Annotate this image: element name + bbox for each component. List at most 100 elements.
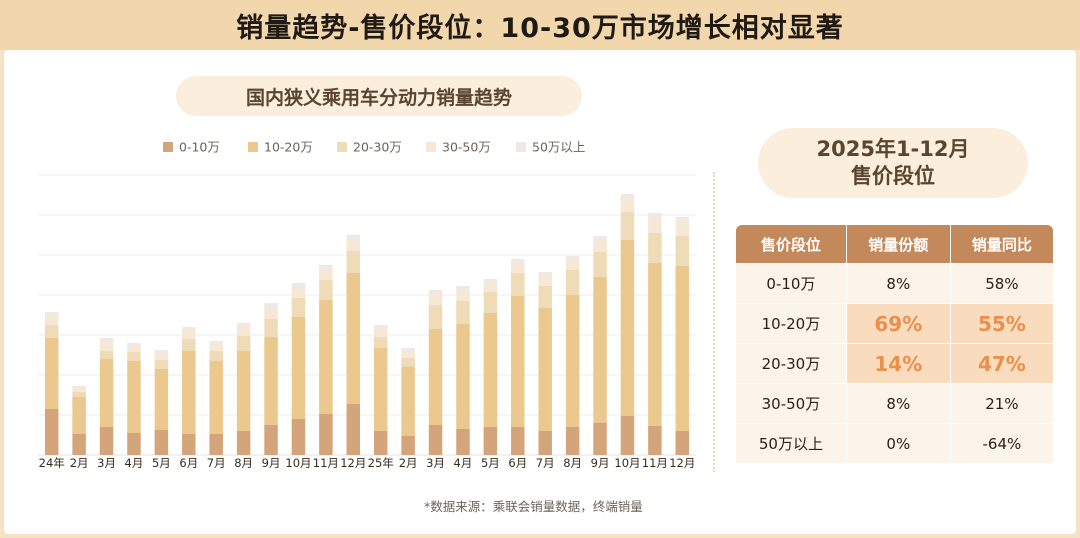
legend-swatch <box>516 142 526 152</box>
bar-segment <box>483 313 498 427</box>
bar-segment <box>72 397 86 434</box>
table-cell: 30-50万 <box>736 383 847 423</box>
bar-segment <box>428 305 443 329</box>
table-row: 0-10万 8% 58% <box>736 263 1053 303</box>
x-tick-label: 8月 <box>563 456 582 470</box>
bar-segment <box>182 434 196 455</box>
bar-segment <box>44 338 59 409</box>
bar-segment <box>236 351 251 431</box>
bar-segment <box>209 344 223 351</box>
bar-segment <box>182 327 196 330</box>
bar-segment <box>483 292 498 313</box>
x-tick-label: 8月 <box>234 456 253 470</box>
table-cell: 8% <box>846 263 951 303</box>
bar-segment <box>346 235 361 239</box>
bar-segment <box>620 416 635 455</box>
bar-segment <box>346 251 361 273</box>
bar-segment <box>236 323 251 326</box>
bar-segment <box>401 351 415 358</box>
x-tick-label: 10月 <box>614 456 640 470</box>
x-tick-label: 6月 <box>179 456 198 470</box>
x-tick-label: 4月 <box>454 456 473 470</box>
table-cell: 0-10万 <box>736 263 847 303</box>
price-segment-table: 售价段位 销量份额 销量同比 0-10万 8% 58% 10-20万 69% 5… <box>736 225 1053 463</box>
table-cell: -64% <box>950 423 1053 463</box>
bar-segment <box>319 265 333 269</box>
table-cell-highlight: 55% <box>950 303 1053 343</box>
bar-segment <box>511 427 525 455</box>
bar-segment <box>511 273 525 296</box>
bar-segment <box>236 336 251 351</box>
page-title: 销量趋势-售价段位：10-30万市场增长相对显著 <box>236 12 844 44</box>
bar-segment <box>565 427 580 455</box>
bar-segment <box>401 367 415 436</box>
x-tick-label: 2月 <box>70 456 89 470</box>
x-tick-label: 12月 <box>669 456 695 470</box>
bar-segment <box>154 360 169 369</box>
bar-segment <box>401 436 415 455</box>
bar-segment <box>648 426 662 455</box>
table-cell-highlight: 47% <box>950 343 1053 383</box>
bar-segment <box>154 369 169 430</box>
bar-segment <box>538 431 552 455</box>
bar-segment <box>675 266 690 431</box>
bar-segment <box>648 218 662 233</box>
dotted-divider <box>713 172 715 472</box>
x-tick-label: 2月 <box>399 456 418 470</box>
x-tick-label: 4月 <box>125 456 144 470</box>
bar-segment <box>456 324 470 429</box>
bar-segment <box>620 212 635 240</box>
bar-segment <box>620 198 635 212</box>
bar-segment <box>538 286 552 308</box>
x-tick-label: 5月 <box>152 456 171 470</box>
legend-label: 0-10万 <box>179 140 220 155</box>
bar-segment <box>401 358 415 367</box>
bar-segment <box>236 431 251 455</box>
table-row: 10-20万 69% 55% <box>736 303 1053 343</box>
bar-segment <box>291 298 306 317</box>
bar-segment <box>72 386 86 388</box>
bar-segment <box>675 217 690 222</box>
bar-segment <box>456 290 470 301</box>
table-cell: 21% <box>950 383 1053 423</box>
table-header-row: 售价段位 销量份额 销量同比 <box>736 225 1053 263</box>
bar-segment <box>346 273 361 404</box>
bar-segment <box>565 295 580 427</box>
table-row: 30-50万 8% 21% <box>736 383 1053 423</box>
bar-segment <box>675 222 690 236</box>
bar-segment <box>620 240 635 416</box>
x-tick-label: 9月 <box>262 456 281 470</box>
data-source-note: *数据来源：乘联会销量数据，终端销量 <box>424 499 643 514</box>
bar-segment <box>483 279 498 283</box>
bar-segment <box>154 353 169 360</box>
bar-segment <box>538 308 552 431</box>
bar-segment <box>154 430 169 455</box>
bar-segment <box>209 341 223 344</box>
bar-segment <box>127 346 141 352</box>
bar-segment <box>511 296 525 427</box>
bar-segment <box>620 194 635 198</box>
x-tick-label: 24年 <box>39 456 65 470</box>
table-cell-highlight: 69% <box>846 303 951 343</box>
bar-segment <box>648 213 662 218</box>
table-cell: 20-30万 <box>736 343 847 383</box>
stacked-bar-chart: 0-10万 10-20万 20-30万 30-50万 50万以上 24年 2月 3月 4月 5月 6… <box>38 140 696 470</box>
bar-segment <box>182 339 196 351</box>
bar-segment <box>456 286 470 290</box>
legend-swatch <box>163 142 173 152</box>
bar-segment <box>428 290 443 294</box>
table-cell: 0% <box>846 423 951 463</box>
bar-segment <box>291 283 306 287</box>
bar-segment <box>675 236 690 266</box>
bar-segment <box>428 294 443 305</box>
bar-segment <box>182 351 196 434</box>
x-tick-label: 12月 <box>340 456 366 470</box>
bar-segment <box>428 329 443 425</box>
legend-label: 30-50万 <box>442 140 491 155</box>
table-row: 50万以上 0% -64% <box>736 423 1053 463</box>
bar-segment <box>127 433 141 455</box>
bar-segment <box>291 419 306 455</box>
bar-segment <box>593 423 607 455</box>
bar-segment <box>593 277 607 423</box>
table-header-cell: 售价段位 <box>736 225 847 263</box>
